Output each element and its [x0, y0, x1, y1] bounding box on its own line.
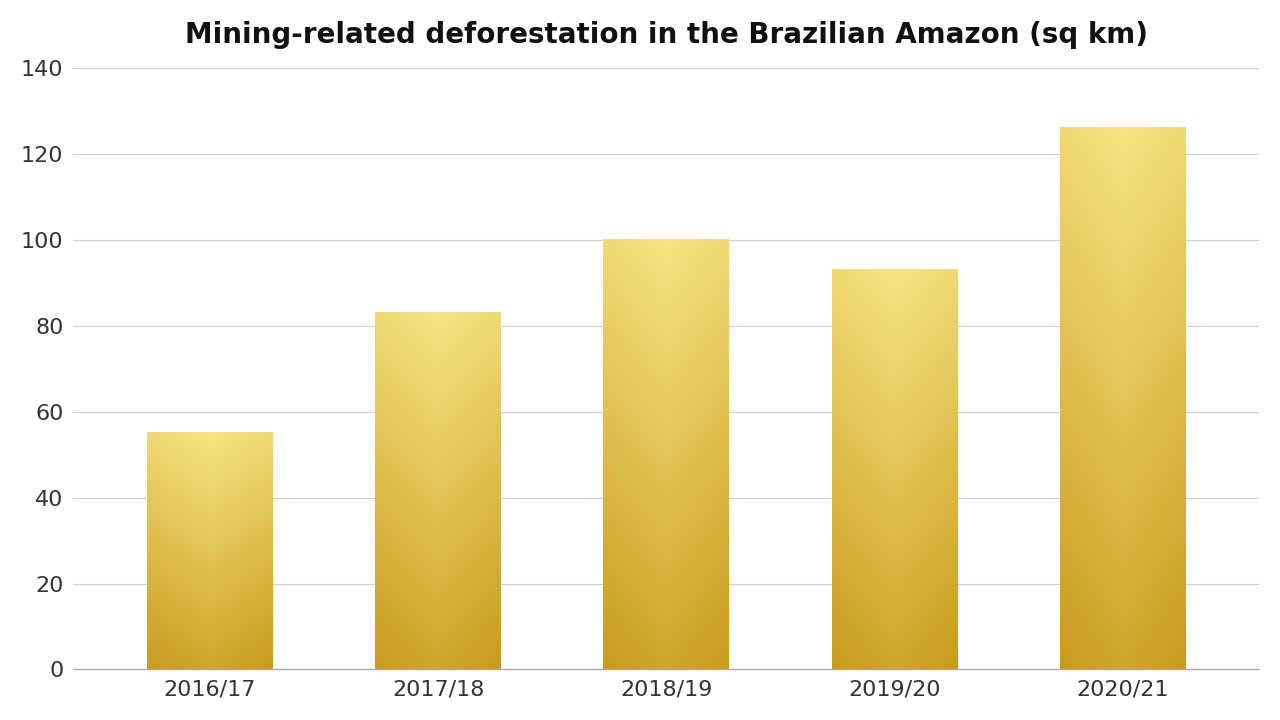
Title: Mining-related deforestation in the Brazilian Amazon (sq km): Mining-related deforestation in the Braz… — [184, 21, 1148, 49]
